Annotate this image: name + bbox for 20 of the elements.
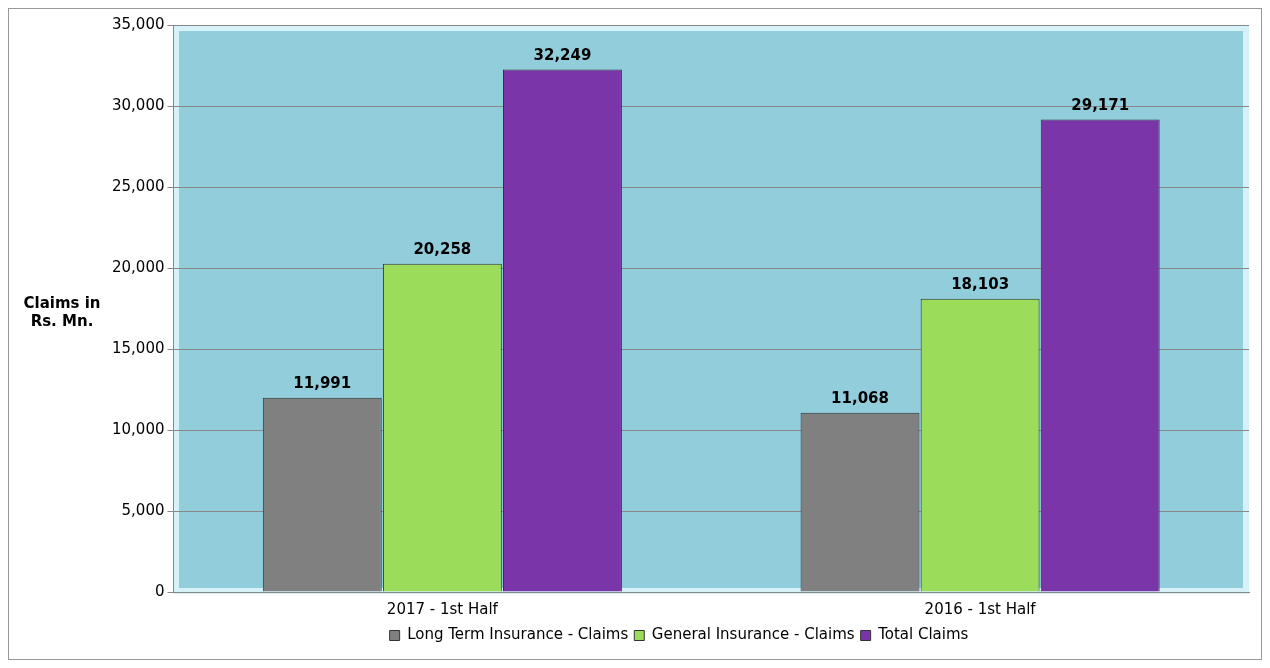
y-axis-title: Claims in Rs. Mn.: [22, 294, 102, 330]
data-label: 11,991: [293, 374, 352, 393]
y-tick-label: 30,000: [111, 95, 165, 114]
y-tick-label: 0: [154, 581, 165, 600]
y-tick-label: 10,000: [111, 419, 165, 438]
legend-label: Total Claims: [877, 625, 969, 644]
y-tick-label: 35,000: [111, 14, 165, 33]
y-tick-label: 25,000: [111, 176, 165, 195]
legend-label: Long Term Insurance - Claims: [407, 625, 629, 644]
legend-label: General Insurance - Claims: [651, 625, 855, 644]
x-tick-label: 2016 - 1st Half: [924, 599, 1037, 618]
data-label: 11,068: [831, 389, 889, 408]
data-label: 32,249: [533, 45, 592, 64]
data-label: 29,171: [1071, 95, 1130, 114]
data-label: 20,258: [413, 240, 472, 259]
y-tick-label: 5,000: [121, 500, 165, 519]
y-tick-label: 20,000: [111, 257, 165, 276]
x-tick-label: 2017 - 1st Half: [386, 599, 499, 618]
y-tick-label: 15,000: [111, 338, 165, 357]
data-label: 18,103: [951, 275, 1010, 294]
